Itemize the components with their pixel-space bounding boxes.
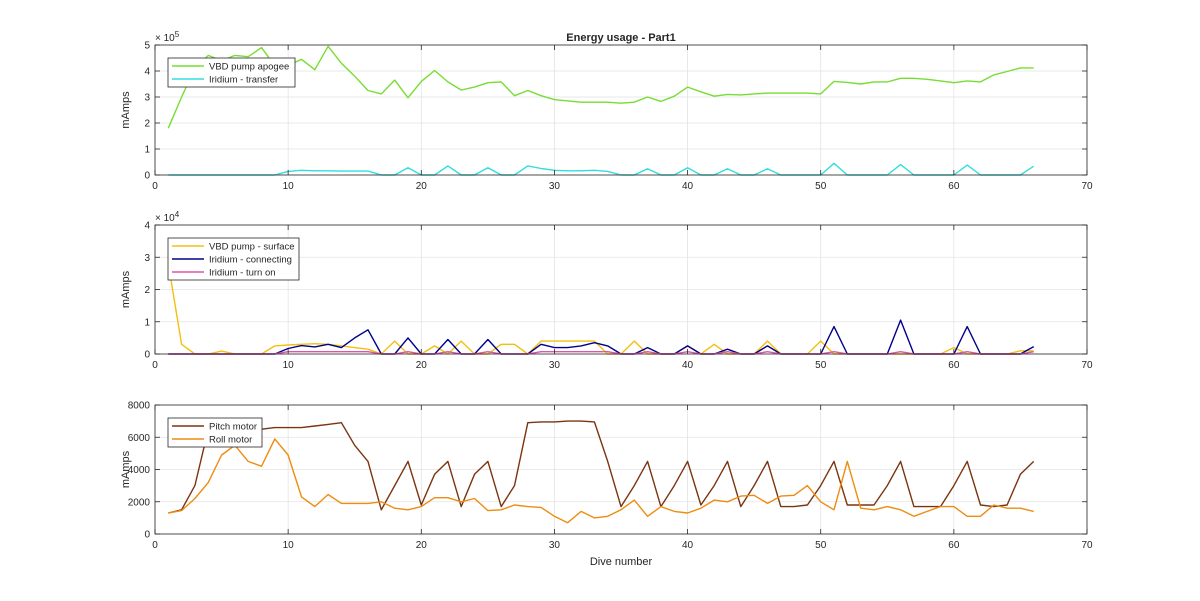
series-line-iridium-connecting [168,319,1035,355]
y-axis-multiplier: × 104 [155,210,180,224]
x-tick-label: 20 [416,540,428,551]
x-tick-label: 40 [682,540,694,551]
x-tick-label: 70 [1081,360,1093,371]
y-tick-label: 2000 [128,497,151,508]
x-tick-label: 0 [152,181,158,192]
legend: VBD pump - surface Iridium - connecting Ir… [167,237,300,281]
y-tick-label: 0 [144,530,150,541]
subplot-3: 0 10 20 30 40 50 60 70 0 2000 4000 6000 8000 mAmps Pit… [120,401,1093,552]
legend-box [167,57,296,88]
x-tick-label: 60 [948,540,960,551]
x-tick-label: 20 [416,181,428,192]
series-line-vbd-pump-apogee [167,45,1034,129]
x-tick-label: 30 [549,181,561,192]
x-tick-label: 20 [416,360,428,371]
legend: Pitch motor Roll motor [167,417,263,448]
axes-box [154,44,1088,176]
legend-entry-label: Roll motor [209,435,252,446]
x-tick-label: 60 [948,360,960,371]
y-tick-label: 2 [144,119,150,130]
y-tick-label: 0 [144,350,150,361]
x-tick-label: 50 [815,540,827,551]
y-axis-label: mAmps [120,270,132,308]
y-tick-label: 3 [144,253,150,264]
series-line-pitch-motor [168,420,1035,514]
legend-entry-label: Pitch motor [209,422,257,433]
x-tick-label: 10 [283,360,295,371]
x-tick-label: 60 [948,181,960,192]
y-tick-label: 2 [144,285,150,296]
y-axis-multiplier-exponent: 4 [175,210,180,219]
y-tick-label: 4000 [128,465,151,476]
x-tick-label: 70 [1081,540,1093,551]
x-tick-label: 10 [283,540,295,551]
y-tick-label: 8000 [128,401,151,412]
y-tick-label: 4 [144,67,150,78]
series-line-roll-motor [168,438,1034,524]
x-tick-label: 40 [682,181,694,192]
y-tick-label: 4 [144,221,150,232]
y-axis-label: mAmps [120,450,132,488]
y-tick-label: 1 [144,145,150,156]
x-tick-label: 10 [283,181,295,192]
legend-entry-label: VBD pump apogee [209,62,289,73]
x-tick-label: 0 [152,540,158,551]
legend-entry-label: Iridium - turn on [209,268,276,279]
y-tick-label: 6000 [128,433,151,444]
x-tick-label: 50 [815,360,827,371]
legend-box [167,417,263,448]
y-axis-multiplier-exponent: 5 [175,30,180,39]
y-tick-label: 5 [144,41,150,52]
x-tick-label: 50 [815,181,827,192]
legend-entry-label: Iridium - connecting [209,255,292,266]
y-tick-label: 1 [144,317,150,328]
figure-title: Energy usage - Part1 [566,32,675,44]
x-tick-label: 70 [1081,181,1093,192]
y-axis-multiplier: × 105 [155,30,180,44]
y-tick-label: 3 [144,93,150,104]
legend-entry-label: Iridium - transfer [209,75,278,86]
x-tick-label: 30 [549,360,561,371]
x-tick-label: 30 [549,540,561,551]
legend-entry-label: VBD pump - surface [209,242,295,253]
x-tick-label: 40 [682,360,694,371]
x-tick-label: 0 [152,360,158,371]
x-axis-label: Dive number [590,556,653,568]
legend: VBD pump apogee Iridium - transfer [167,57,296,88]
series-line-iridium-transfer [168,162,1035,176]
y-tick-label: 0 [144,171,150,182]
y-axis-label: mAmps [120,91,132,129]
